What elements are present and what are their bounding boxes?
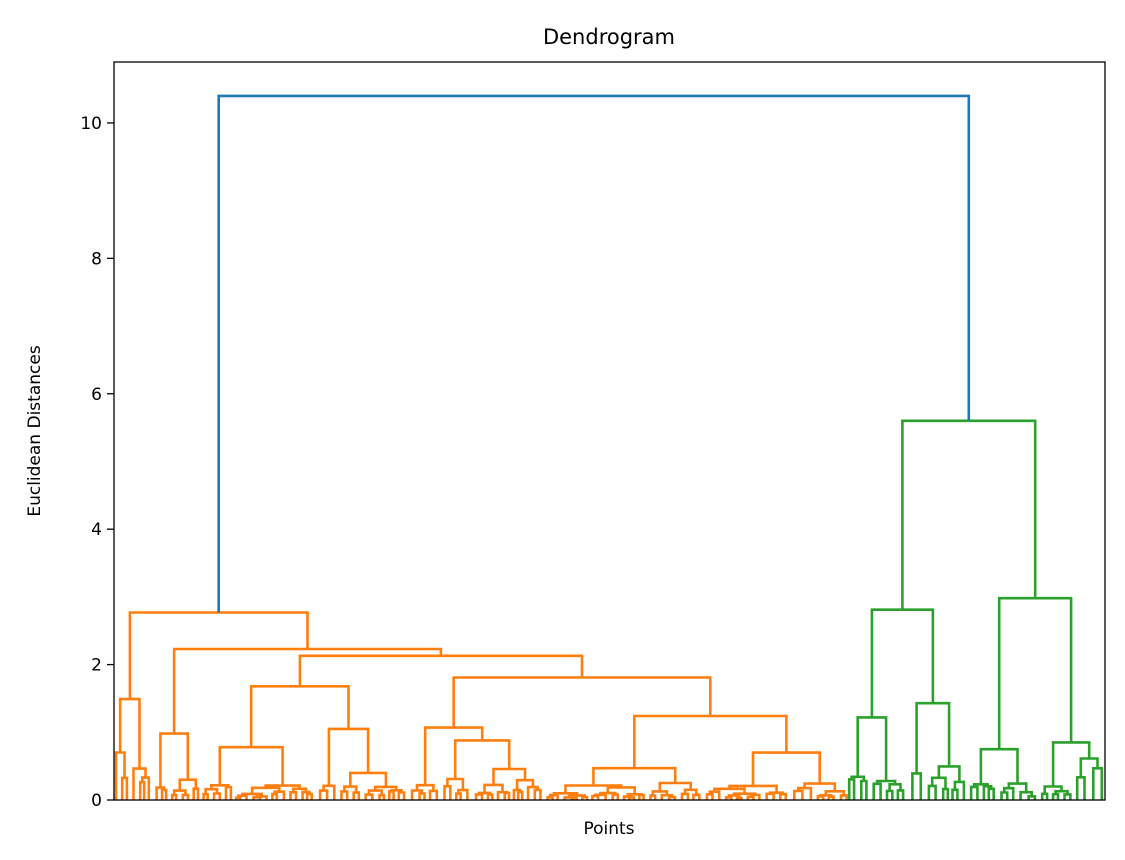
dendrogram-link: [503, 791, 511, 800]
dendrogram-link: [212, 792, 222, 800]
dendrogram-link: [298, 654, 584, 687]
y-tick-label: 10: [80, 114, 102, 134]
dendrogram-link: [455, 792, 462, 800]
dendrogram-link: [930, 776, 947, 790]
dendrogram-link: [839, 794, 848, 800]
dendrogram-link: [951, 788, 959, 800]
dendrogram-link: [793, 789, 804, 800]
dendrogram-link: [120, 776, 129, 800]
dendrogram-link: [486, 793, 494, 800]
dendrogram-link: [638, 793, 645, 800]
dendrogram-link: [160, 788, 168, 800]
dendrogram-link: [1075, 776, 1086, 800]
dendrogram-link: [1092, 767, 1104, 800]
y-tick-label: 8: [91, 249, 102, 269]
dendrogram-link: [937, 765, 961, 782]
dendrogram-link: [217, 94, 971, 613]
dendrogram-link: [751, 751, 821, 786]
dendrogram-link: [492, 767, 527, 785]
y-axis-label: Euclidean Distances: [25, 345, 45, 516]
dendrogram-link: [138, 780, 146, 800]
dendrogram-link: [327, 727, 370, 786]
dendrogram-link: [633, 714, 788, 769]
dendrogram-link: [901, 419, 1037, 610]
dendrogram-link: [765, 792, 775, 800]
dendrogram-link: [192, 787, 200, 800]
dendrogram-link: [181, 793, 190, 800]
dendrogram-link: [779, 792, 788, 800]
dendrogram-link: [202, 792, 209, 800]
dendrogram-link: [428, 789, 439, 800]
dendrogram-link: [885, 789, 894, 800]
dendrogram-link: [453, 739, 511, 779]
chart-title: Dendrogram: [543, 25, 675, 49]
dendrogram-link: [249, 685, 350, 748]
dendrogram-link: [388, 790, 395, 800]
y-tick-label: 6: [91, 385, 102, 405]
dendrogram-link: [305, 792, 313, 800]
dendrogram-link: [224, 785, 233, 800]
dendrogram-link: [870, 608, 935, 718]
dendrogram-link: [352, 791, 361, 800]
y-tick-label: 4: [91, 520, 102, 540]
dendrogram-link: [452, 676, 712, 728]
dendrogram-link: [819, 794, 833, 797]
dendrogram-link: [915, 701, 951, 774]
y-tick-label: 2: [91, 656, 102, 676]
dendrogram-link: [847, 778, 856, 800]
dendrogram-link: [397, 791, 406, 800]
dendrogram-link: [896, 789, 905, 800]
dendrogram-link: [1040, 792, 1049, 800]
dendrogram-link: [649, 794, 657, 800]
dendrogram-link: [423, 726, 484, 786]
dendrogram-link: [941, 787, 950, 800]
dendrogram-link: [1051, 792, 1060, 800]
dendrogram-link: [927, 784, 937, 800]
dendrogram-links: [114, 94, 1104, 800]
dendrogram-link: [340, 790, 349, 800]
dendrogram-link: [692, 793, 701, 800]
dendrogram-link: [872, 782, 882, 800]
dendrogram-link: [611, 793, 620, 800]
dendrogram-link: [705, 793, 714, 800]
dendrogram-link: [349, 771, 388, 787]
dendrogram-link: [969, 785, 979, 800]
dendrogram-link: [364, 793, 374, 800]
dendrogram-link: [911, 772, 923, 800]
dendrogram-link: [1003, 786, 1015, 800]
dendrogram-link: [997, 596, 1073, 750]
y-tick-label: 0: [91, 791, 102, 811]
dendrogram-link: [474, 793, 484, 800]
dendrogram-link: [856, 716, 888, 781]
dendrogram-link: [170, 793, 178, 800]
dendrogram-link: [515, 778, 535, 790]
dendrogram-link: [418, 792, 426, 800]
dendrogram-link: [516, 790, 524, 800]
dendrogram-link: [289, 791, 298, 800]
plot-frame: [113, 61, 1106, 801]
dendrogram-link: [860, 779, 868, 800]
dendrogram-link: [768, 791, 785, 795]
dendrogram-link: [172, 647, 443, 734]
dendrogram-link: [987, 787, 995, 800]
dendrogram-link: [533, 788, 542, 800]
dendrogram-link: [322, 784, 336, 800]
dendrogram-link: [443, 785, 452, 800]
dendrogram-link: [1000, 791, 1009, 800]
y-axis-ticks: 0 2 4 6 8 10: [80, 114, 114, 811]
dendrogram-link: [218, 745, 284, 786]
dendrogram-link: [979, 747, 1019, 785]
x-axis-label: Points: [583, 819, 634, 839]
dendrogram-link: [1063, 793, 1072, 800]
dendrogram-link: [271, 792, 279, 800]
dendrogram-link: [318, 789, 329, 800]
dendrogram-link: [680, 792, 690, 800]
dendrogram-link: [118, 697, 141, 769]
dendrogram-link: [378, 793, 386, 800]
